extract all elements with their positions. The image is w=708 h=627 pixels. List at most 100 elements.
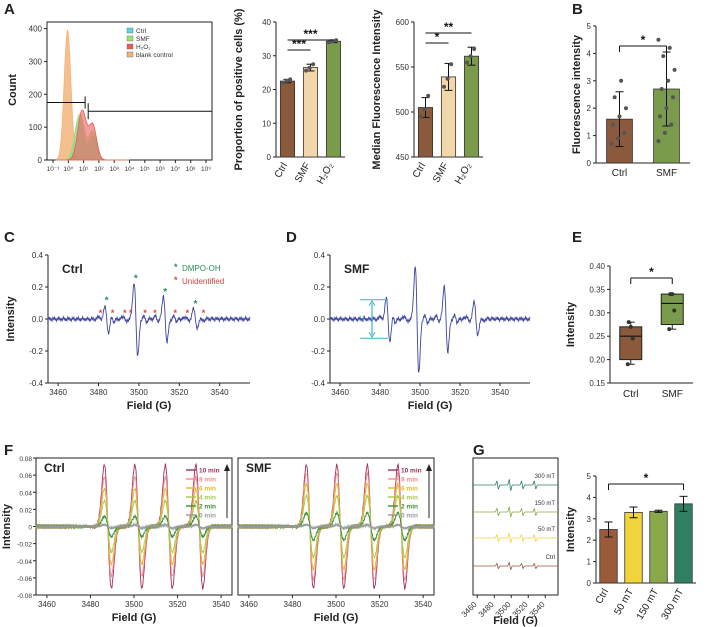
legend-label: 10 min [199,468,220,475]
x-tick-label: SMF [293,161,313,185]
legend-swatch [126,43,134,50]
legend-label: 4 min [401,495,418,502]
data-point [419,114,424,119]
x-tick-label: 3540 [212,600,230,609]
y-tick-label: 100 [29,123,43,132]
legend-swatch [126,35,134,42]
y-tick-label: 10 [262,119,271,128]
data-point [609,141,614,146]
panel-title: SMF [344,262,369,276]
x-tick-label: Ctrl [411,161,428,180]
significance-label: *** [303,27,317,41]
y-tick-label: 3 [587,515,592,524]
spectrum-2 [473,532,558,544]
data-point [623,106,628,111]
y-tick-label: -0.08 [17,593,32,600]
dmpo-oh-marker: * [105,296,109,307]
y-tick-label: 0.35 [589,285,605,294]
spectrum-1 [473,506,558,518]
data-point [284,78,289,83]
panel-title: Ctrl [62,262,83,276]
legend-label: blank control [136,52,173,59]
panel-label-C: C [4,229,15,246]
y-tick-label: 0 [38,156,43,165]
x-tick-label: 3480 [371,388,389,397]
unidentified-marker: * [123,308,127,318]
significance-label: ** [444,20,454,34]
y-tick-label: 0.06 [19,473,32,480]
x-tick-label: 3540 [491,388,509,397]
panel-title: SMF [246,461,271,475]
unidentified-marker: * [129,308,133,318]
y-axis-title: Intensity [1,503,13,549]
x-tick-label: 3460 [38,600,56,609]
x-tick-label: 10⁰ [63,166,73,173]
y-axis-title: Intensity [565,301,577,347]
data-point [661,54,666,59]
y-tick-label: 1 [587,558,592,567]
y-tick-label: -0.2 [29,347,43,356]
y-tick-label: 4 [587,493,592,502]
x-tick-label: 10¹ [79,166,89,173]
histogram-ho [56,109,130,161]
legend-label: 4 min [199,495,216,502]
x-tick-label: 3540 [211,388,229,397]
time-arrowhead [426,464,432,471]
x-tick-label: 3460 [460,600,479,619]
y-tick-label: 30 [262,52,271,61]
bar-2 [463,55,480,158]
y-tick-label: 600 [396,18,410,27]
x-axis-title: Field (G) [314,612,359,624]
annotation-arrowhead-up [368,299,376,307]
legend-label-dmpo: DMPO-OH [182,264,221,273]
data-point [666,78,671,83]
x-tick-label: 3540 [414,600,432,609]
data-point [672,308,677,313]
legend-label: 2 min [199,504,216,511]
y-axis-title: Proportion of positive cells (%) [233,8,245,170]
y-tick-label: 0.25 [589,332,605,341]
y-tick-label: 0 [587,159,592,168]
y-axis-title: Intensity [5,296,17,342]
x-axis-title: Field (G) [408,400,453,412]
y-tick-label: 300 [29,57,43,66]
x-tick-label: SMF [662,389,683,400]
data-point [622,130,627,135]
y-tick-label: -0.04 [17,559,32,566]
x-tick-label: 3520 [371,600,389,609]
bar-0 [599,529,618,584]
data-point [472,47,477,51]
legend-label: Ctrl [136,28,147,35]
time-arrowhead [224,464,230,471]
data-point [656,37,661,42]
data-point [288,77,293,82]
bar-2 [325,40,342,158]
y-tick-label: 0.4 [32,251,44,260]
x-tick-label: 3500 [130,388,148,397]
data-point [619,78,624,83]
D-axes: -0.4 -0.2 0.0 0.2 0.4 3460 3480 3500 3520 3540 [311,251,530,397]
y-tick-label: 0 [587,579,592,588]
data-point [281,80,286,85]
data-point [667,327,672,332]
x-tick-label: 50 mT [612,587,636,617]
x-axis-title: Field (G) [127,400,172,412]
x-tick-label: 3480 [284,600,302,609]
panel-label-D: D [286,229,297,246]
x-tick-label: 300 mT [660,587,686,622]
x-tick-label: 10² [94,166,104,173]
y-tick-label: 0.0 [32,315,44,324]
data-point [625,362,630,367]
data-point [667,45,672,50]
data-point [628,324,633,329]
data-point [445,76,450,81]
y-tick-label: 450 [396,153,410,162]
data-point [422,107,427,112]
spectrum-label: 300 mT [535,474,556,480]
bar-1 [624,511,643,584]
panel-label-E: E [572,229,582,246]
data-point [615,136,620,141]
y-tick-label: 5 [587,22,592,31]
data-point [612,95,617,100]
